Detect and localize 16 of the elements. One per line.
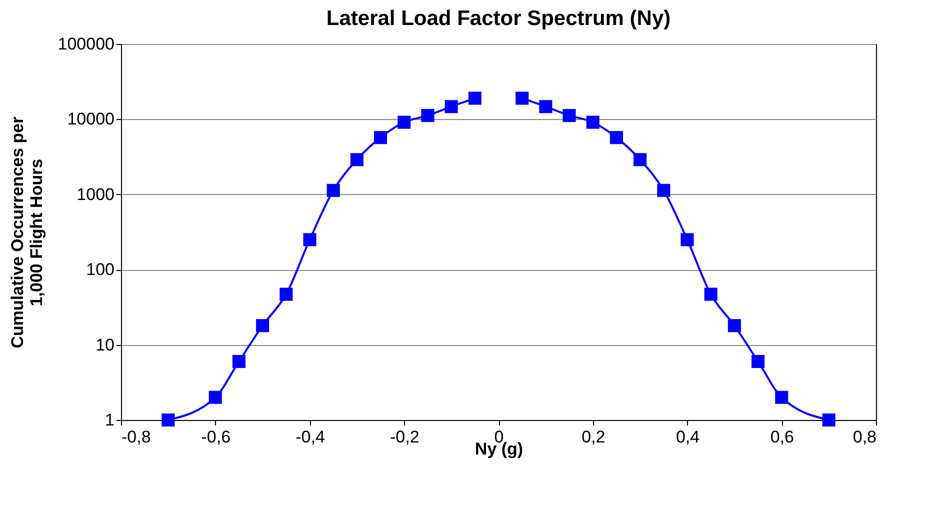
y-axis-title: Cumulative Occurrences per 1,000 Flight Hours [8,116,46,348]
x-tick-label: -0,6 [201,428,231,446]
y-tick-label: 10000 [67,110,114,129]
x-tick-label: 0,8 [852,428,876,446]
y-tick-label: 10 [96,335,114,354]
x-tick-label: -0,4 [296,428,325,446]
chart-title: Lateral Load Factor Spectrum (Ny) [326,7,671,30]
x-tick-label: -0,2 [390,428,420,446]
x-tick-label: 0,6 [770,428,794,446]
x-tick-label: -0,8 [122,428,151,446]
y-tick-label: 1 [105,410,114,430]
x-tick-label: 0,4 [676,428,700,446]
y-tick-label: 1000 [76,184,114,204]
x-tick-label: 0,2 [582,428,606,446]
y-tick-label: 100000 [58,34,114,54]
y-tick-label: 100 [86,260,114,280]
